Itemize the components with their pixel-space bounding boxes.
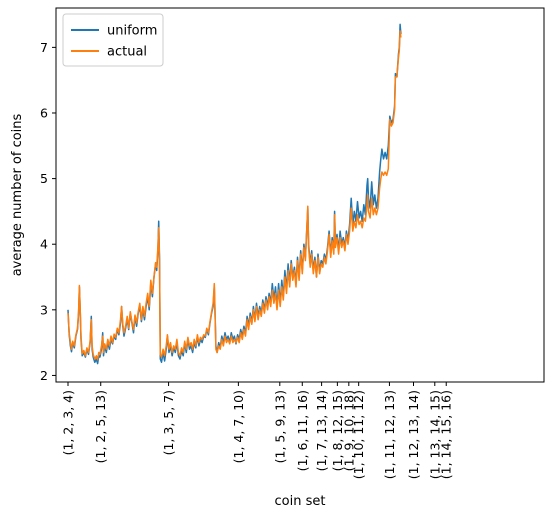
x-tick-label: (1, 10, 11, 12) (351, 390, 366, 479)
legend-label-actual: actual (107, 45, 147, 60)
y-tick-label: 2 (40, 368, 48, 383)
x-tick-label: (1, 9, 10, 18) (341, 390, 356, 471)
legend: uniform actual (62, 13, 164, 67)
series-line-actual (67, 30, 402, 361)
x-tick-label: (1, 8, 12, 15) (330, 390, 345, 471)
x-tick-label: (1, 4, 7, 10) (231, 390, 246, 463)
plot-frame (55, 7, 545, 383)
plot-area (55, 7, 545, 383)
y-tick-label: 4 (40, 237, 48, 252)
series-line-uniform (67, 23, 402, 365)
x-tick-label: (1, 2, 3, 4) (61, 390, 76, 455)
x-tick-label: (1, 2, 5, 13) (93, 390, 108, 463)
y-tick-label: 5 (40, 171, 48, 186)
x-tick-label: (1, 14, 15, 16) (439, 390, 454, 479)
series-layer (67, 23, 402, 365)
x-tick-label: (1, 5, 9, 13) (272, 390, 287, 463)
x-tick-label: (1, 6, 11, 16) (295, 390, 310, 471)
y-axis-label: average number of coins (10, 113, 25, 276)
x-tick-label: (1, 11, 12, 13) (382, 390, 397, 479)
legend-label-uniform: uniform (107, 24, 157, 39)
x-axis-label: coin set (275, 494, 326, 509)
legend-box (62, 13, 164, 67)
y-tick-label: 7 (40, 40, 48, 55)
y-tick-label: 6 (40, 105, 48, 120)
x-tick-label: (1, 12, 13, 14) (406, 390, 421, 479)
y-axis-ticks: 2 3 4 5 6 7 (40, 40, 56, 383)
x-tick-label: (1, 7, 13, 14) (314, 390, 329, 471)
x-axis-ticks: (1, 2, 3, 4) (1, 2, 5, 13) (1, 3, 5, 7) (1,… (61, 382, 454, 479)
x-tick-label: (1, 13, 14, 15) (427, 390, 442, 479)
y-tick-label: 3 (40, 302, 48, 317)
x-tick-label: (1, 3, 5, 7) (161, 390, 176, 455)
